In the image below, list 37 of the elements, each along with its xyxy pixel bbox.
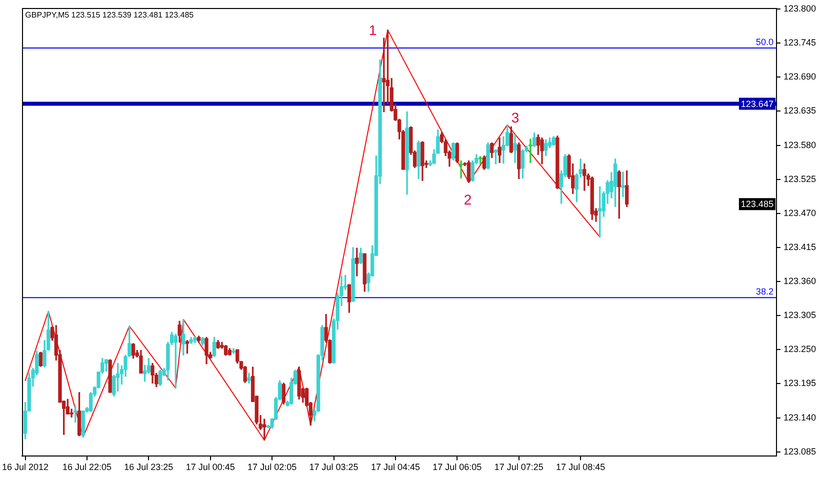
- annotation: 3: [511, 110, 520, 126]
- y-tick-label: 123.745: [783, 38, 816, 48]
- y-tick-label: 123.580: [783, 140, 816, 150]
- ref-line-label: 123.647: [740, 98, 774, 109]
- x-tick-label: 17 Jul 06:05: [432, 462, 482, 472]
- x-tick-label: 17 Jul 02:05: [248, 462, 297, 472]
- candlestick: [621, 172, 625, 198]
- y-tick-label: 123.470: [783, 208, 816, 218]
- x-tick-label: 16 Jul 23:25: [124, 462, 174, 472]
- candlestick: [582, 164, 586, 191]
- y-tick-label: 123.140: [783, 412, 816, 422]
- annotation: 2: [464, 191, 472, 208]
- annotation: 50.0: [756, 37, 774, 48]
- y-tick-label: 123.360: [783, 276, 816, 286]
- y-tick-label: 123.635: [783, 106, 816, 116]
- y-tick-label: 123.250: [783, 344, 816, 354]
- y-tick-label: 123.690: [783, 72, 816, 82]
- x-tick-label: 16 Jul 22:05: [62, 462, 112, 472]
- x-tick-label: 17 Jul 08:45: [556, 462, 606, 472]
- annotation: 123.485: [740, 199, 774, 210]
- x-tick-label: 17 Jul 04:45: [370, 462, 420, 472]
- chart-title: GBPJPY,M5 123.515 123.539 123.481 123.485: [25, 10, 194, 20]
- y-tick-label: 123.415: [783, 242, 816, 252]
- x-tick-label: 17 Jul 03:25: [309, 462, 358, 472]
- y-tick-label: 123.305: [783, 310, 816, 320]
- candlestick: [528, 138, 532, 163]
- x-tick-label: 17 Jul 07:25: [494, 462, 544, 472]
- y-tick-label: 123.800: [783, 4, 816, 14]
- x-tick-label: 17 Jul 00:45: [186, 462, 235, 472]
- candlestick: [459, 160, 463, 178]
- y-tick-label: 123.085: [783, 446, 816, 456]
- x-tick-label: 16 Jul 2012: [2, 462, 49, 472]
- y-tick-label: 123.195: [783, 378, 816, 388]
- candlestick: [70, 408, 74, 418]
- y-tick-label: 123.525: [783, 174, 816, 184]
- annotation: 1: [368, 22, 377, 38]
- annotation: 38.2: [756, 286, 774, 297]
